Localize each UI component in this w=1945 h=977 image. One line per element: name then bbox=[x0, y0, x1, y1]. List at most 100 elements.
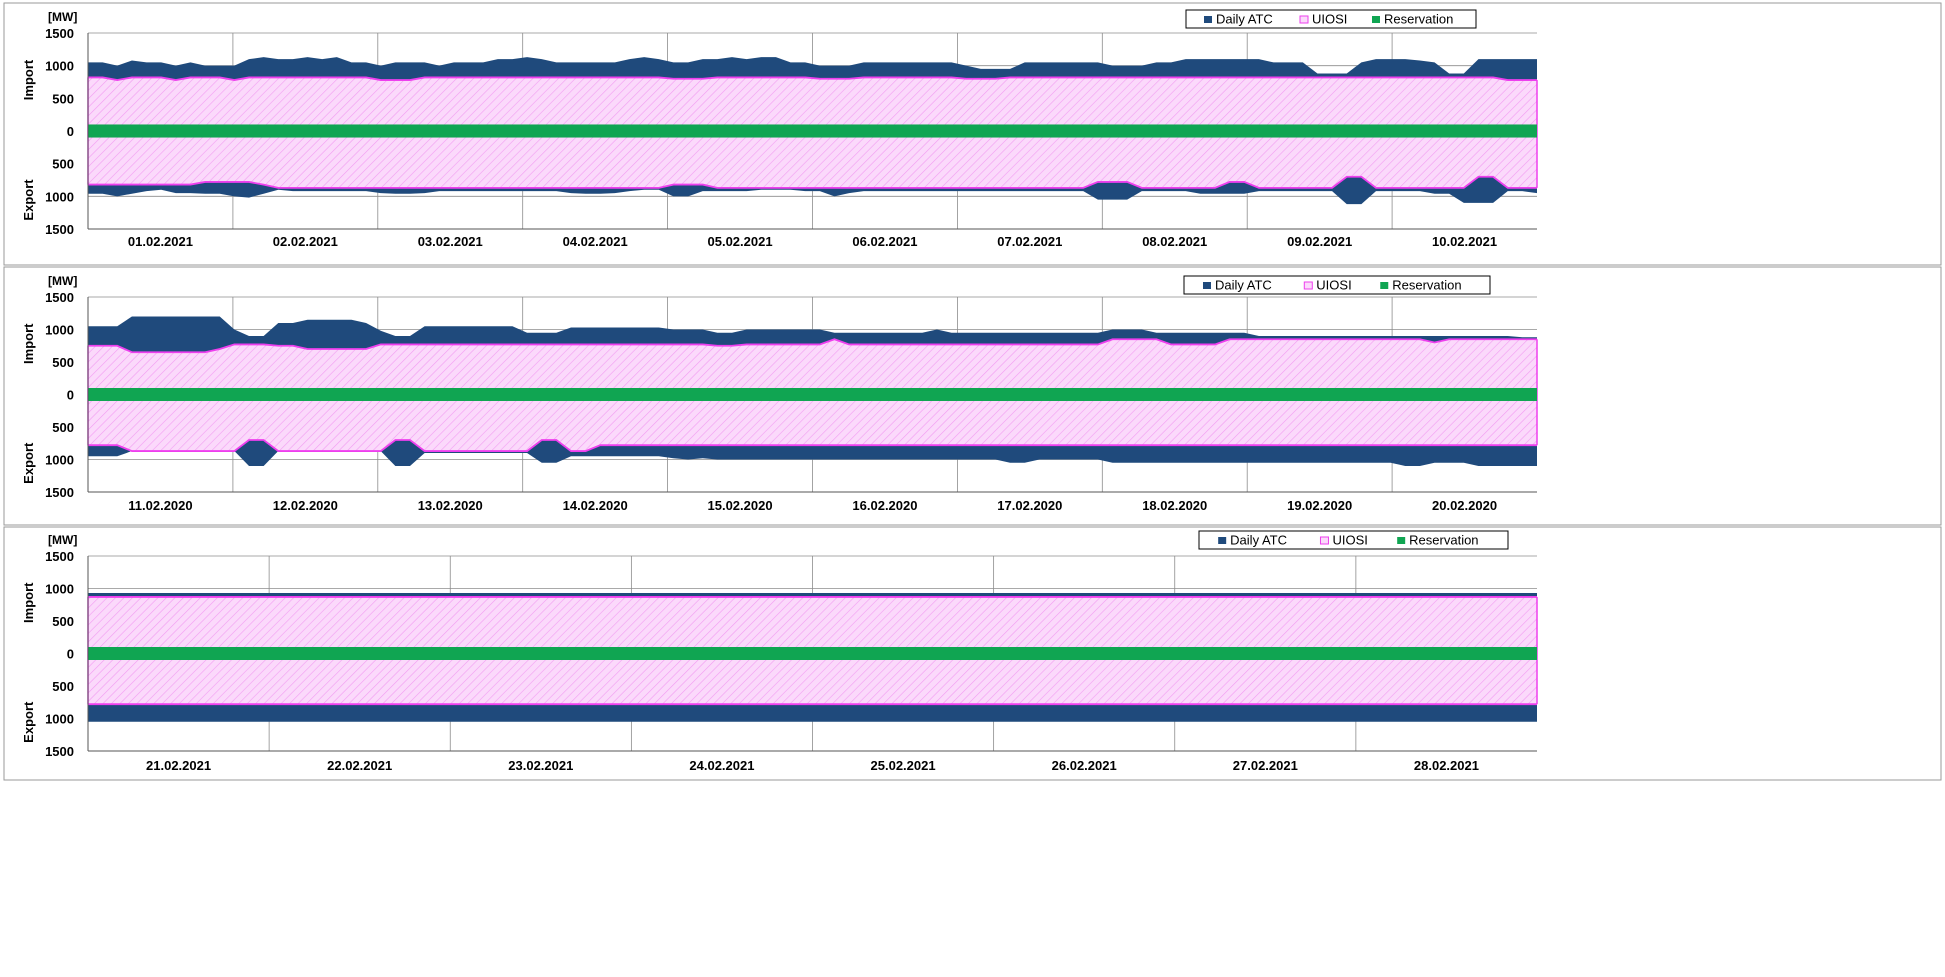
uiosi-import-line bbox=[88, 338, 1537, 354]
y-tick-label: 500 bbox=[52, 355, 74, 370]
x-tick-label: 06.02.2021 bbox=[852, 234, 917, 249]
x-tick-label: 13.02.2020 bbox=[418, 498, 483, 513]
y-label-import: Import bbox=[21, 582, 36, 623]
y-tick-label: 1500 bbox=[45, 485, 74, 500]
x-tick-label: 24.02.2021 bbox=[689, 758, 754, 773]
x-tick-label: 14.02.2020 bbox=[563, 498, 628, 513]
legend-swatch-uiosi bbox=[1303, 281, 1313, 290]
y-label-import: Import bbox=[21, 323, 36, 364]
legend-label-daily-atc: Daily ATC bbox=[1230, 533, 1287, 548]
legend-swatch-uiosi bbox=[1299, 15, 1309, 24]
y-tick-label: 500 bbox=[52, 679, 74, 694]
reservation-band bbox=[88, 124, 1537, 138]
chart-legend: Daily ATC UIOSI Reservation bbox=[1183, 275, 1491, 295]
legend-label-daily-atc: Daily ATC bbox=[1215, 278, 1272, 293]
x-tick-label: 03.02.2021 bbox=[418, 234, 483, 249]
y-tick-label: 500 bbox=[52, 91, 74, 106]
x-tick-label: 28.02.2021 bbox=[1414, 758, 1479, 773]
uiosi-export-area bbox=[88, 401, 1537, 452]
x-tick-label: 23.02.2021 bbox=[508, 758, 573, 773]
daily-atc-import-area bbox=[88, 593, 1537, 597]
chart-panel-3: 1500 1000 500 0 500 1000 1500 [MW] Import Export 2… bbox=[3, 526, 1942, 781]
x-tick-label: 12.02.2020 bbox=[273, 498, 338, 513]
y-tick-label: 0 bbox=[67, 124, 74, 139]
x-tick-label: 27.02.2021 bbox=[1233, 758, 1298, 773]
y-tick-label: 1000 bbox=[45, 582, 74, 597]
x-tick-label: 05.02.2021 bbox=[708, 234, 773, 249]
uiosi-export-line bbox=[88, 175, 1537, 189]
y-tick-label: 500 bbox=[52, 420, 74, 435]
chart-legend: Daily ATC UIOSI Reservation bbox=[1198, 530, 1509, 550]
legend-box bbox=[1183, 275, 1491, 295]
uiosi-import-line bbox=[88, 76, 1537, 81]
y-tick-label: 1000 bbox=[45, 453, 74, 468]
legend-label-uiosi: UIOSI bbox=[1312, 12, 1347, 27]
y-tick-label: 1000 bbox=[45, 323, 74, 338]
x-tick-label: 18.02.2020 bbox=[1142, 498, 1207, 513]
uiosi-export-area bbox=[88, 137, 1537, 188]
x-tick-label: 26.02.2021 bbox=[1052, 758, 1117, 773]
legend-swatch-uiosi bbox=[1319, 536, 1329, 545]
y-tick-label: 0 bbox=[67, 647, 74, 662]
x-tick-label: 19.02.2020 bbox=[1287, 498, 1352, 513]
y-label-import: Import bbox=[21, 59, 36, 100]
x-tick-label: 10.02.2021 bbox=[1432, 234, 1497, 249]
legend-swatch-daily-atc bbox=[1204, 16, 1212, 23]
legend-label-reservation: Reservation bbox=[1384, 12, 1453, 27]
x-tick-label: 08.02.2021 bbox=[1142, 234, 1207, 249]
unit-label: [MW] bbox=[48, 533, 77, 547]
x-tick-label: 09.02.2021 bbox=[1287, 234, 1352, 249]
uiosi-import-area bbox=[88, 596, 1537, 647]
unit-label: [MW] bbox=[48, 274, 77, 288]
unit-label: [MW] bbox=[48, 10, 77, 24]
chart-panel-1: 1500 1000 500 0 500 1000 1500 [MW] Import Export 0… bbox=[3, 2, 1942, 266]
daily-atc-export-area bbox=[88, 440, 1537, 466]
chart-panel-2: 1500 1000 500 0 500 1000 1500 [MW] Import Export 1… bbox=[3, 266, 1942, 526]
y-tick-label: 500 bbox=[52, 614, 74, 629]
legend-label-daily-atc: Daily ATC bbox=[1216, 12, 1273, 27]
legend-swatch-daily-atc bbox=[1218, 537, 1227, 544]
legend-swatch-reservation bbox=[1372, 16, 1380, 23]
reservation-band bbox=[88, 647, 1537, 660]
legend-box bbox=[1185, 9, 1477, 29]
x-tick-label: 07.02.2021 bbox=[997, 234, 1062, 249]
legend-swatch-reservation bbox=[1397, 537, 1406, 544]
x-tick-label: 15.02.2020 bbox=[708, 498, 773, 513]
y-tick-label: 0 bbox=[67, 388, 74, 403]
y-tick-label: 1500 bbox=[45, 222, 74, 237]
uiosi-export-line bbox=[88, 439, 1537, 452]
y-tick-label: 1500 bbox=[45, 290, 74, 305]
x-tick-label: 01.02.2021 bbox=[128, 234, 193, 249]
daily-atc-import-area bbox=[88, 316, 1537, 353]
y-tick-label: 1000 bbox=[45, 59, 74, 74]
x-tick-label: 21.02.2021 bbox=[146, 758, 211, 773]
x-tick-label: 16.02.2020 bbox=[852, 498, 917, 513]
daily-atc-import-area bbox=[88, 57, 1537, 81]
legend-swatch-reservation bbox=[1380, 282, 1389, 289]
reservation-band bbox=[88, 388, 1537, 401]
y-tick-label: 1500 bbox=[45, 26, 74, 41]
y-tick-label: 1000 bbox=[45, 189, 74, 204]
y-tick-label: 500 bbox=[52, 157, 74, 172]
uiosi-import-area bbox=[88, 77, 1537, 125]
x-tick-label: 02.02.2021 bbox=[273, 234, 338, 249]
legend-label-reservation: Reservation bbox=[1409, 533, 1478, 548]
uiosi-import-area bbox=[88, 339, 1537, 388]
legend-swatch-daily-atc bbox=[1202, 282, 1211, 289]
uiosi-export-area bbox=[88, 660, 1537, 705]
chart-legend: Daily ATC UIOSI Reservation bbox=[1185, 9, 1477, 29]
y-tick-label: 1000 bbox=[45, 712, 74, 727]
y-label-export: Export bbox=[21, 179, 36, 221]
legend-label-uiosi: UIOSI bbox=[1316, 278, 1351, 293]
x-tick-label: 25.02.2021 bbox=[871, 758, 936, 773]
x-tick-label: 04.02.2021 bbox=[563, 234, 628, 249]
daily-atc-export-area bbox=[88, 176, 1537, 205]
y-tick-label: 1500 bbox=[45, 549, 74, 564]
y-label-export: Export bbox=[21, 442, 36, 484]
y-label-export: Export bbox=[21, 701, 36, 743]
legend-box bbox=[1198, 530, 1509, 550]
legend-label-uiosi: UIOSI bbox=[1332, 533, 1367, 548]
x-tick-label: 11.02.2020 bbox=[128, 498, 192, 513]
